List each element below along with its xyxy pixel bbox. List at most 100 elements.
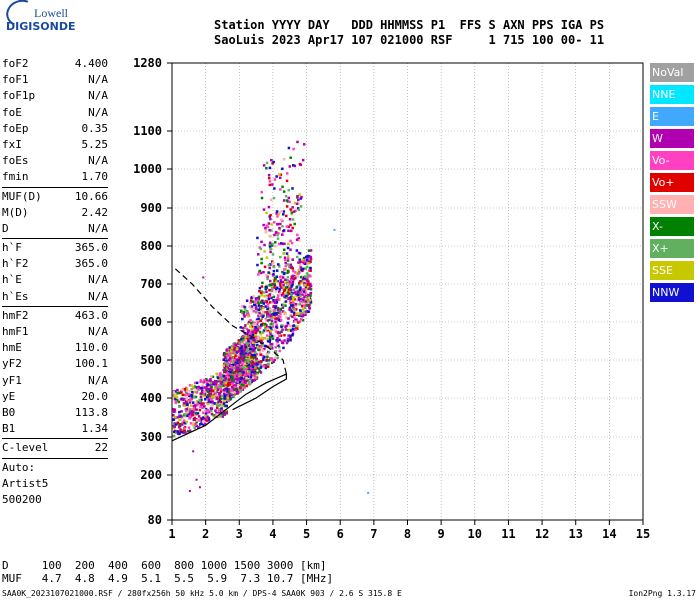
echo-point	[299, 295, 302, 299]
echo-point	[204, 398, 207, 401]
echo-point	[238, 368, 242, 371]
param-name: yF1	[2, 373, 22, 387]
echo-point	[306, 298, 310, 301]
echo-point	[229, 397, 232, 401]
echo-point	[293, 222, 296, 226]
echo-point	[246, 353, 250, 356]
echo-point	[181, 388, 184, 392]
echo-point	[268, 228, 271, 232]
echo-point	[290, 285, 293, 288]
echo-point	[265, 330, 268, 333]
param-name: hmF1	[2, 325, 29, 338]
param-name: foEp	[2, 121, 29, 135]
echo-point	[307, 310, 310, 314]
echo-point	[183, 412, 186, 416]
echo-point	[283, 311, 286, 314]
echo-point	[200, 405, 204, 408]
echo-point	[273, 233, 276, 237]
echo-point	[289, 279, 293, 282]
echo-point	[265, 334, 269, 337]
echo-point	[182, 398, 185, 401]
echo-outlier	[367, 491, 370, 494]
echo-point	[261, 341, 264, 345]
echo-point	[208, 379, 212, 383]
echo-point	[250, 357, 253, 361]
echo-point	[266, 362, 270, 366]
echo-point	[259, 308, 263, 311]
echo-point	[268, 272, 272, 275]
legend-item: NNW	[650, 283, 694, 302]
echo-point	[226, 378, 229, 381]
echo-point	[288, 285, 291, 288]
echo-point	[282, 213, 285, 216]
echo-point	[228, 376, 231, 380]
echo-point	[260, 301, 263, 304]
echo-point	[300, 268, 303, 272]
echo-point	[263, 243, 266, 247]
echo-point	[309, 291, 313, 295]
echo-point	[275, 323, 278, 327]
echo-point	[241, 339, 244, 343]
echo-point	[247, 365, 251, 368]
echo-point	[209, 393, 213, 396]
echo-point	[263, 265, 267, 269]
echo-point	[213, 402, 216, 405]
echo-point	[189, 422, 193, 425]
echo-point	[302, 304, 306, 307]
echo-point	[276, 296, 279, 300]
echo-point	[259, 366, 263, 369]
param-value: N/A	[88, 373, 108, 387]
echo-point	[266, 339, 270, 343]
echo-point	[284, 261, 288, 265]
echo-point	[254, 365, 257, 368]
echo-point	[228, 351, 231, 354]
echo-point	[219, 397, 223, 401]
echo-point	[243, 340, 246, 344]
echo-point	[273, 284, 277, 288]
echo-point	[244, 363, 247, 367]
echo-point	[309, 260, 312, 263]
param-value: 4.400	[74, 57, 108, 70]
echo-point	[245, 313, 249, 317]
echo-point	[199, 379, 203, 382]
param-row: B1 1.34	[2, 421, 108, 437]
x-tick-label: 9	[438, 527, 445, 541]
echo-point	[210, 389, 213, 392]
echo-point	[303, 277, 306, 280]
echo-point	[216, 388, 220, 392]
echo-point	[195, 408, 198, 411]
echo-point	[246, 358, 250, 361]
echo-point	[231, 391, 234, 395]
y-tick-label: 500	[140, 353, 162, 367]
echo-point	[228, 383, 232, 386]
echo-point	[279, 307, 283, 311]
param-row: fmin 1.70	[2, 169, 108, 185]
echo-point	[293, 201, 297, 205]
echo-point	[280, 209, 284, 213]
echo-point	[291, 327, 295, 331]
echo-point	[265, 224, 268, 228]
echo-point	[273, 178, 277, 181]
echo-point	[299, 297, 303, 300]
echo-point	[232, 360, 235, 364]
echo-point	[247, 339, 250, 343]
echo-point	[280, 233, 284, 236]
echo-point	[249, 325, 252, 328]
param-value: 365.0	[74, 241, 108, 255]
echo-point	[234, 350, 237, 353]
param-row: foE N/A	[2, 105, 108, 121]
echo-point	[231, 372, 235, 376]
echo-point	[291, 187, 294, 190]
echo-point	[261, 331, 265, 334]
echo-point	[223, 412, 226, 416]
echo-point	[200, 391, 204, 395]
echo-point	[230, 368, 234, 372]
echo-point	[260, 294, 264, 297]
echo-point	[291, 283, 294, 287]
echo-point	[270, 296, 273, 300]
echo-point	[260, 290, 263, 293]
echo-point	[250, 356, 253, 359]
echo-point	[290, 212, 293, 216]
echo-point	[283, 288, 287, 291]
echo-point	[251, 341, 255, 345]
